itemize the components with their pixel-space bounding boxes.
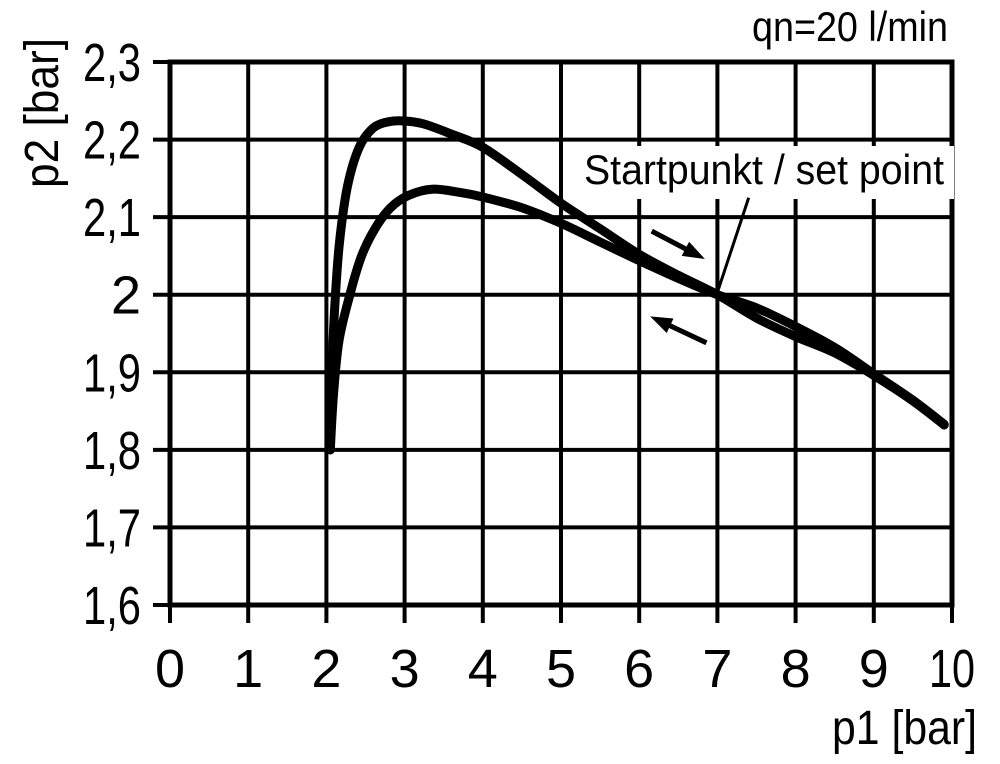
x-tick-label: 8 — [781, 639, 811, 699]
x-tick-label: 0 — [155, 639, 185, 699]
x-tick-label: 1 — [233, 639, 263, 699]
curves — [325, 116, 949, 455]
annotation-background — [576, 146, 954, 199]
direction-arrow-left-shaft — [667, 322, 708, 346]
y-tick-label: 1,6 — [83, 576, 141, 636]
chart-title: qn=20 l/min — [752, 3, 948, 50]
direction-arrow-right-shaft — [650, 228, 689, 252]
x-tick-label: 7 — [702, 639, 732, 699]
curve-upper-branch — [325, 116, 949, 455]
x-tick-label: 3 — [390, 639, 420, 699]
x-tick-label: 2 — [311, 639, 341, 699]
y-tick-label: 1,9 — [83, 343, 141, 403]
x-tick-label: 4 — [468, 639, 498, 699]
annotation-leader-line — [715, 197, 751, 293]
y-tick-label: 1,7 — [83, 498, 141, 558]
curve-lower-branch — [325, 184, 949, 455]
axes: 2,32,22,121,91,81,71,60 1 2 3 4 5 6 7 8 9 10 — [83, 33, 975, 699]
y-tick-label: 2,2 — [83, 111, 141, 171]
direction-arrow-left-head — [650, 316, 674, 333]
y-tick-label: 2,1 — [83, 188, 141, 248]
grid — [167, 59, 955, 608]
x-tick-label: 5 — [546, 639, 576, 699]
y-axis-label: p2 [bar] — [16, 38, 69, 188]
y-tick-label: 2 — [111, 266, 141, 326]
x-tick-label: 10 — [929, 639, 975, 699]
set-point-annotation: Startpunkt / set point — [584, 146, 944, 193]
x-axis-label: p1 [bar] — [832, 702, 977, 755]
y-tick-label: 2,3 — [83, 33, 141, 93]
direction-arrow-right-head — [681, 241, 705, 259]
x-tick-label: 6 — [624, 639, 654, 699]
annotations — [576, 146, 954, 346]
y-tick-label: 1,8 — [83, 421, 141, 481]
x-tick-label: 9 — [859, 639, 889, 699]
